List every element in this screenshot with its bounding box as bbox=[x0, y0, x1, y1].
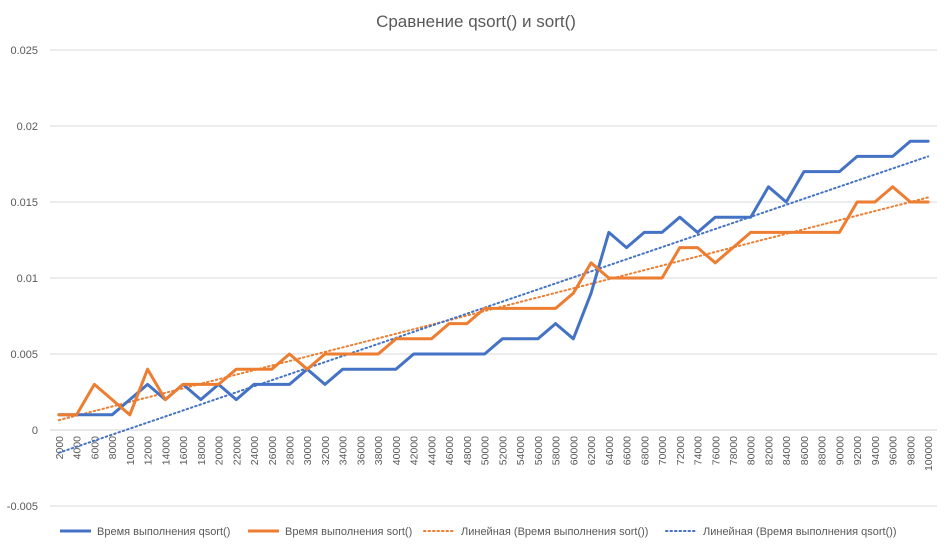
x-tick-label: 94000 bbox=[870, 436, 882, 465]
x-tick-label: 38000 bbox=[373, 436, 385, 465]
y-tick-label: 0.02 bbox=[17, 121, 38, 133]
x-tick-label: 68000 bbox=[639, 436, 651, 465]
x-tick-label: 54000 bbox=[515, 436, 527, 465]
x-tick-label: 98000 bbox=[905, 436, 917, 465]
x-tick-label: 74000 bbox=[693, 436, 705, 465]
x-tick-label: 70000 bbox=[657, 436, 669, 465]
x-tick-label: 72000 bbox=[675, 436, 687, 465]
x-tick-label: 2000 bbox=[54, 436, 66, 460]
x-tick-label: 22000 bbox=[231, 436, 243, 465]
x-tick-label: 8000 bbox=[107, 436, 119, 460]
x-tick-label: 4000 bbox=[72, 436, 84, 460]
x-tick-label: 46000 bbox=[444, 436, 456, 465]
y-tick-label: -0.005 bbox=[7, 501, 38, 513]
x-tick-label: 88000 bbox=[817, 436, 829, 465]
series-line bbox=[57, 139, 930, 417]
chart-title: Сравнение qsort() и sort() bbox=[376, 12, 576, 31]
series-lines bbox=[57, 139, 930, 417]
x-tick-label: 58000 bbox=[551, 436, 563, 465]
x-tick-label: 52000 bbox=[497, 436, 509, 465]
x-tick-label: 66000 bbox=[622, 436, 634, 465]
x-tick-label: 42000 bbox=[409, 436, 421, 465]
x-tick-label: 84000 bbox=[781, 436, 793, 465]
x-tick-label: 18000 bbox=[196, 436, 208, 465]
y-axis-ticks: -0.005 0 0.005 0.01 0.015 0.02 0.025 bbox=[7, 45, 38, 513]
x-tick-label: 14000 bbox=[160, 436, 172, 465]
x-tick-label: 62000 bbox=[586, 436, 598, 465]
x-tick-label: 60000 bbox=[568, 436, 580, 465]
x-tick-label: 10000 bbox=[125, 436, 137, 465]
y-tick-label: 0.025 bbox=[10, 45, 38, 57]
trendlines bbox=[57, 155, 930, 454]
legend-label: Время выполнения qsort() bbox=[97, 526, 230, 538]
x-axis-ticks: 2000 4000 6000 8000 10000 12000 14000 16000 1800… bbox=[54, 436, 935, 471]
x-tick-label: 48000 bbox=[462, 436, 474, 465]
legend-label: Время выполнения sort() bbox=[285, 526, 412, 538]
x-tick-label: 16000 bbox=[178, 436, 190, 465]
x-tick-label: 44000 bbox=[426, 436, 438, 465]
y-tick-label: 0.005 bbox=[10, 349, 38, 361]
y-tick-label: 0 bbox=[32, 425, 38, 437]
x-tick-label: 36000 bbox=[355, 436, 367, 465]
y-tick-label: 0.015 bbox=[10, 197, 38, 209]
legend: Время выполнения qsort() Время выполнения… bbox=[60, 526, 897, 538]
x-tick-label: 12000 bbox=[143, 436, 155, 465]
x-tick-label: 30000 bbox=[302, 436, 314, 465]
x-tick-label: 80000 bbox=[746, 436, 758, 465]
x-tick-label: 78000 bbox=[728, 436, 740, 465]
legend-label: Линейная (Время выполнения sort()) bbox=[461, 526, 648, 538]
x-tick-label: 28000 bbox=[284, 436, 296, 465]
x-tick-label: 82000 bbox=[763, 436, 775, 465]
gridlines bbox=[50, 49, 937, 507]
x-tick-label: 86000 bbox=[799, 436, 811, 465]
x-tick-label: 20000 bbox=[214, 436, 226, 465]
x-tick-label: 56000 bbox=[533, 436, 545, 465]
x-tick-label: 76000 bbox=[710, 436, 722, 465]
x-tick-label: 100000 bbox=[923, 436, 935, 471]
x-tick-label: 92000 bbox=[852, 436, 864, 465]
x-tick-label: 96000 bbox=[888, 436, 900, 465]
x-tick-label: 32000 bbox=[320, 436, 332, 465]
x-tick-label: 26000 bbox=[267, 436, 279, 465]
x-tick-label: 90000 bbox=[834, 436, 846, 465]
x-tick-label: 64000 bbox=[604, 436, 616, 465]
legend-label: Линейная (Время выполнения qsort()) bbox=[703, 526, 897, 538]
x-tick-label: 24000 bbox=[249, 436, 261, 465]
x-tick-label: 50000 bbox=[480, 436, 492, 465]
series-line bbox=[57, 185, 930, 417]
x-tick-label: 34000 bbox=[338, 436, 350, 465]
x-tick-label: 40000 bbox=[391, 436, 403, 465]
trendline bbox=[57, 155, 930, 454]
y-tick-label: 0.01 bbox=[17, 273, 38, 285]
